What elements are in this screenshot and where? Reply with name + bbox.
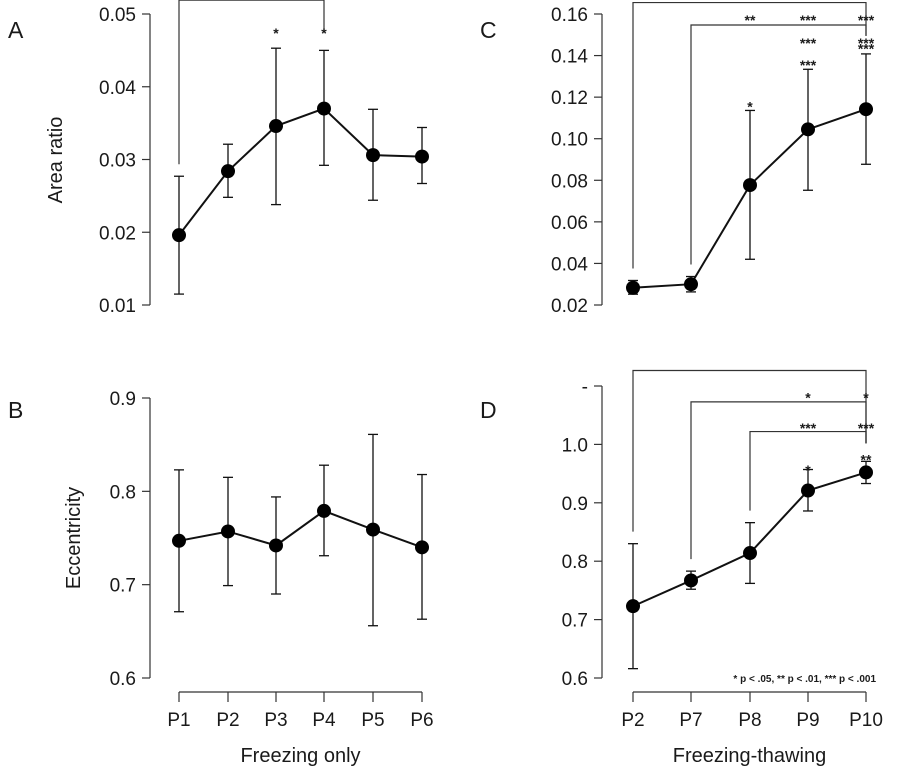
y-tick-label: 0.6: [110, 669, 136, 690]
x-axis-label: Freezing only: [240, 745, 360, 767]
data-point: [172, 228, 186, 243]
y-tick-label: 0.14: [551, 47, 588, 68]
x-tick-label: P2: [216, 710, 239, 731]
y-tick-label: 0.16: [551, 5, 588, 26]
y-tick-label: 0.7: [110, 576, 136, 597]
x-tick-label: P2: [621, 710, 644, 731]
y-axis-label: Eccentricity: [63, 487, 85, 589]
significance-star: ***: [858, 420, 875, 436]
data-point: [269, 119, 283, 134]
panel-b-eccentricity-chart: 0.6 0.7 0.8 0.9 Eccentricity P1 P2 P3 P4 P5 P6 Free…: [63, 389, 434, 767]
y-axis-label: Area ratio: [45, 117, 67, 204]
y-tick-label: 0.05: [99, 5, 136, 26]
data-point: [221, 164, 235, 179]
significance-star: ***: [800, 420, 817, 436]
panel-label-a: A: [8, 17, 24, 43]
panel-a-area-ratio-chart: 0.01 0.02 0.03 0.04 0.05 Area ratio * *: [45, 0, 429, 317]
panel-label-d: D: [480, 397, 497, 423]
significance-bracket: [749, 430, 867, 511]
data-point: [269, 538, 283, 553]
y-tick-label: 0.02: [99, 223, 136, 244]
data-point: [317, 503, 331, 518]
significance-star: *: [805, 390, 811, 406]
x-tick-label: P6: [410, 710, 433, 731]
x-axis-label: Freezing-thawing: [673, 745, 826, 767]
significance-star: ***: [800, 35, 817, 51]
y-tick-label: 0.6: [562, 669, 588, 690]
significance-legend: * p < .05, ** p < .01, *** p < .001: [733, 674, 876, 685]
y-tick-label: 0.9: [110, 389, 136, 410]
y-tick-label: 0.8: [110, 482, 136, 503]
y-tick-label: 0.03: [99, 151, 136, 172]
significance-star: ***: [858, 12, 875, 28]
data-point: [801, 122, 815, 137]
data-point: [743, 178, 757, 193]
x-tick-label: P1: [167, 710, 190, 731]
y-tick-label: 0.8: [562, 552, 588, 573]
data-point: [743, 546, 757, 561]
data-point: [859, 102, 873, 117]
panel-d-eccentricity-freeze-thaw-chart: 0.6 0.7 0.8 0.9 1.0 - P2 P7 P8 P9 P10 Freezing-thaw…: [562, 369, 883, 767]
significance-star: *: [747, 98, 753, 114]
data-point: [172, 533, 186, 548]
y-tick-label: 0.06: [551, 213, 588, 234]
data-point: [626, 280, 640, 295]
significance-star: ***: [800, 57, 817, 73]
y-tick-label: 0.04: [99, 78, 136, 99]
y-tick-label: 0.7: [562, 611, 588, 632]
data-point: [415, 149, 429, 164]
x-tick-label: P9: [796, 710, 819, 731]
significance-star: *: [805, 462, 811, 478]
significance-bracket: [690, 401, 867, 560]
panel-label-b: B: [8, 397, 23, 423]
panel-c-area-ratio-freeze-thaw-chart: 0.020.040.060.080.100.120.140.16 ** *** ***…: [551, 1, 875, 317]
data-point: [366, 148, 380, 163]
significance-star: ***: [800, 12, 817, 28]
x-tick-label: P7: [679, 710, 702, 731]
y-tick-label: -: [582, 377, 588, 398]
y-tick-label: 1.0: [562, 435, 588, 456]
significance-bracket: [178, 0, 325, 165]
y-tick-label: 0.08: [551, 171, 588, 192]
significance-star: *: [321, 25, 327, 41]
data-point: [684, 573, 698, 588]
x-tick-label: P4: [312, 710, 336, 731]
significance-star: ***: [858, 35, 875, 51]
data-point: [859, 465, 873, 480]
x-tick-label: P8: [738, 710, 761, 731]
y-tick-label: 0.04: [551, 254, 588, 275]
x-tick-label: P3: [264, 710, 287, 731]
data-point: [415, 540, 429, 555]
y-tick-label: 0.02: [551, 296, 588, 317]
x-tick-label: P10: [849, 710, 883, 731]
data-point: [801, 483, 815, 498]
x-tick-label: P5: [361, 710, 384, 731]
significance-star: **: [861, 451, 872, 467]
data-point: [684, 277, 698, 292]
significance-star: ***: [858, 40, 875, 56]
significance-star: *: [863, 390, 869, 406]
y-tick-label: 0.10: [551, 130, 588, 151]
series-line: [178, 509, 423, 549]
data-point: [317, 101, 331, 116]
significance-star: *: [273, 25, 279, 41]
significance-bracket: [690, 24, 867, 265]
y-tick-label: 0.01: [99, 296, 136, 317]
panel-label-c: C: [480, 17, 497, 43]
significance-star: **: [745, 12, 756, 28]
y-tick-label: 0.9: [562, 494, 588, 515]
significance-bracket: [632, 1, 867, 269]
series-line: [178, 107, 423, 236]
data-point: [221, 524, 235, 539]
y-tick-label: 0.12: [551, 88, 588, 109]
data-point: [626, 599, 640, 614]
data-point: [366, 522, 380, 537]
